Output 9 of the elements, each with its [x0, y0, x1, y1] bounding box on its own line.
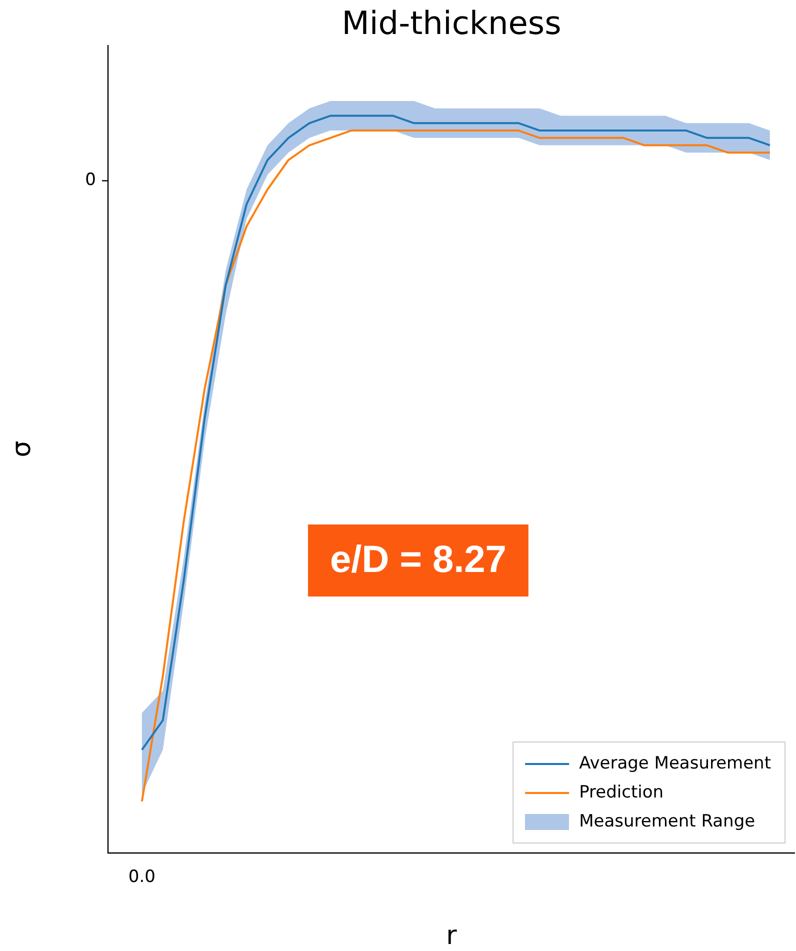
y-axis-title: σ	[7, 440, 37, 458]
legend-label: Average Measurement	[579, 753, 772, 774]
annotation: Measurement Range	[579, 811, 756, 832]
chart-title: Mid-thickness	[342, 4, 562, 42]
legend-label: Prediction	[579, 782, 664, 802]
text: 0.0	[128, 866, 156, 887]
text: 0	[85, 170, 96, 190]
x-axis-title: r	[446, 921, 458, 951]
annotation: e/D = 8.27	[330, 538, 506, 581]
